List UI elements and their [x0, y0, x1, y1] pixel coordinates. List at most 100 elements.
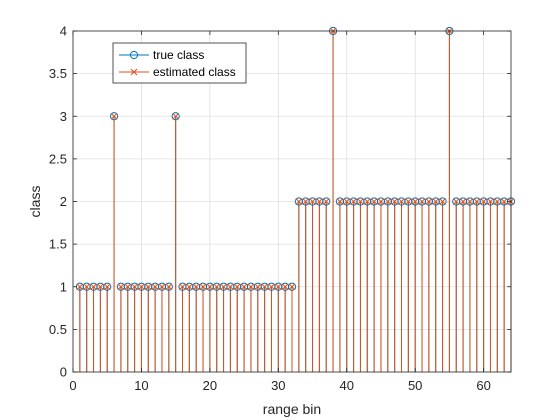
- point-estimated-class: [404, 198, 412, 205]
- point-estimated-class: [206, 283, 214, 291]
- x-stroke-b: [459, 198, 467, 205]
- x-stroke-b: [336, 198, 344, 205]
- point-true-class: [171, 112, 180, 121]
- x-stroke-b: [165, 283, 173, 291]
- point-estimated-class: [398, 198, 405, 205]
- point-estimated-class: [110, 112, 118, 120]
- point-estimated-class: [432, 198, 440, 205]
- legend-entry-true-class: true class: [119, 48, 204, 62]
- x-stroke-b: [295, 198, 303, 205]
- legend-label-estimated-class: estimated class: [153, 65, 236, 79]
- x-stroke-b: [384, 198, 392, 205]
- point-estimated-class: [220, 283, 227, 291]
- point-estimated-class: [370, 198, 378, 205]
- markers: [75, 26, 516, 291]
- x-stroke-b: [192, 283, 200, 291]
- point-estimated-class: [124, 283, 132, 291]
- x-stroke-b: [357, 198, 364, 205]
- point-estimated-class: [295, 198, 303, 205]
- x-tick-label: 10: [134, 378, 148, 393]
- point-estimated-class: [411, 198, 419, 205]
- x-stroke-b: [322, 198, 330, 205]
- x-stroke-b: [302, 198, 310, 205]
- y-tick-label: 0: [60, 365, 67, 380]
- point-estimated-class: [480, 198, 487, 205]
- x-stroke-b: [288, 283, 296, 291]
- x-stroke-b: [117, 283, 125, 291]
- point-estimated-class: [254, 283, 262, 291]
- x-stroke-b: [411, 198, 419, 205]
- x-stroke-b: [391, 198, 399, 205]
- x-tick-label: 20: [203, 378, 217, 393]
- x-stroke-b: [404, 198, 412, 205]
- point-estimated-class: [343, 198, 351, 205]
- point-estimated-class: [391, 198, 399, 205]
- point-estimated-class: [172, 112, 180, 120]
- point-estimated-class: [500, 198, 508, 205]
- x-stroke-b: [316, 198, 323, 205]
- point-estimated-class: [151, 283, 159, 291]
- legend-box: [112, 42, 247, 84]
- x-tick-label: 60: [476, 378, 490, 393]
- point-estimated-class: [90, 283, 97, 291]
- point-true-class: [438, 197, 447, 206]
- x-stroke-b: [199, 283, 207, 291]
- y-tick-label: 4: [60, 24, 67, 39]
- x-stroke-b: [452, 198, 460, 205]
- x-stroke-b: [179, 283, 186, 291]
- x-stroke-b: [124, 283, 132, 291]
- point-estimated-class: [233, 283, 241, 291]
- legend: true class estimated class: [112, 42, 247, 84]
- x-stroke-b: [103, 283, 111, 291]
- point-estimated-class: [103, 283, 111, 291]
- x-stroke-b: [425, 198, 433, 205]
- x-stroke-b: [350, 198, 357, 205]
- x-stroke-b: [274, 283, 282, 291]
- point-estimated-class: [185, 283, 193, 291]
- point-estimated-class: [459, 198, 467, 205]
- point-estimated-class: [240, 283, 248, 291]
- point-estimated-class: [288, 283, 296, 291]
- legend-x-icon: [130, 68, 138, 76]
- x-stroke-b: [254, 283, 262, 291]
- y-tick-label: 2.5: [49, 151, 67, 166]
- x-stroke-b: [185, 283, 193, 291]
- point-estimated-class: [350, 198, 357, 205]
- point-true-class: [322, 197, 331, 206]
- point-estimated-class: [117, 283, 125, 291]
- point-estimated-class: [247, 283, 255, 291]
- x-stroke-b: [151, 283, 159, 291]
- point-estimated-class: [377, 198, 385, 205]
- y-axis-label: class: [27, 186, 43, 218]
- x-axis-label: range bin: [263, 401, 321, 417]
- y-tick-label: 0.5: [49, 322, 67, 337]
- y-tick-label: 2: [60, 194, 67, 209]
- point-estimated-class: [261, 283, 268, 291]
- x-stroke-b: [130, 68, 138, 76]
- point-estimated-class: [302, 198, 310, 205]
- point-estimated-class: [83, 283, 91, 291]
- y-tick-label: 3.5: [49, 66, 67, 81]
- point-estimated-class: [316, 198, 323, 205]
- point-estimated-class: [418, 198, 426, 205]
- x-stroke-b: [158, 283, 166, 291]
- point-estimated-class: [131, 283, 138, 291]
- x-stroke-b: [97, 283, 104, 291]
- x-stroke-b: [370, 198, 378, 205]
- y-tick-label: 3: [60, 109, 67, 124]
- x-stroke-b: [466, 198, 474, 205]
- x-stroke-b: [240, 283, 248, 291]
- point-estimated-class: [322, 198, 330, 205]
- x-tick-label: 30: [271, 378, 285, 393]
- x-stroke-b: [377, 198, 385, 205]
- point-estimated-class: [466, 198, 474, 205]
- point-true-class: [164, 282, 173, 291]
- x-stroke-b: [144, 283, 152, 291]
- legend-entry-estimated-class: estimated class: [119, 65, 236, 79]
- x-stroke-b: [343, 198, 351, 205]
- x-stroke-b: [110, 112, 118, 120]
- point-estimated-class: [452, 198, 460, 205]
- point-estimated-class: [199, 283, 207, 291]
- x-stroke-b: [500, 198, 508, 205]
